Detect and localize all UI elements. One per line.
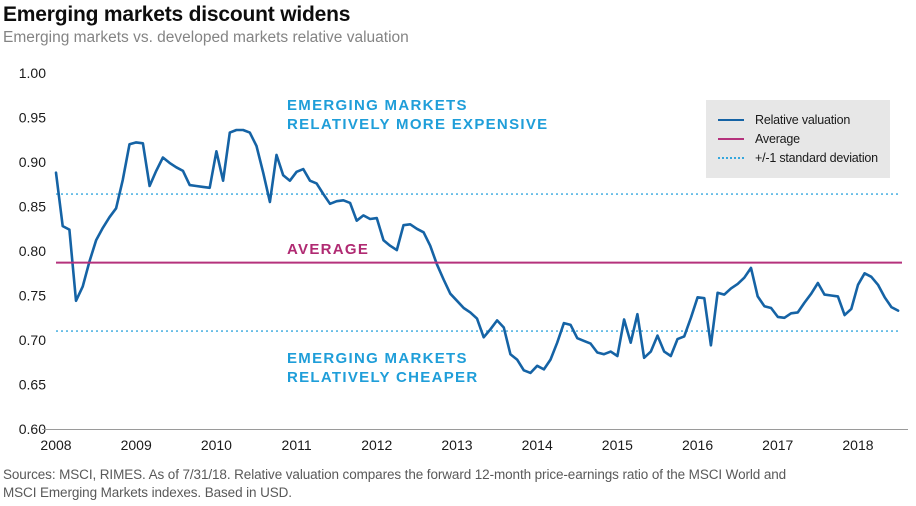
legend-item-average: Average: [718, 131, 890, 147]
annotation-average: AVERAGE: [287, 241, 370, 258]
source-note-line: MSCI Emerging Markets indexes. Based in …: [3, 484, 292, 500]
y-axis-tick-label: 0.85: [19, 199, 46, 215]
solid-line-swatch-icon: [718, 119, 744, 121]
y-axis-tick-label: 0.60: [19, 421, 46, 437]
legend-label: Relative valuation: [755, 113, 851, 127]
y-axis-tick-label: 0.90: [19, 154, 46, 170]
x-axis-tick-label: 2012: [361, 437, 392, 453]
y-axis-tick-label: 0.65: [19, 377, 46, 393]
legend-label: Average: [755, 132, 800, 146]
x-axis-tick-label: 2011: [282, 437, 312, 453]
x-axis-tick-label: 2016: [682, 437, 713, 453]
x-axis-tick-label: 2014: [522, 437, 553, 453]
annotation-line: EMERGING MARKETS: [287, 350, 468, 367]
y-axis-tick-label: 0.75: [19, 288, 46, 304]
annotation-line: EMERGING MARKETS: [287, 97, 468, 114]
y-axis-tick-label: 0.80: [19, 243, 46, 259]
chart-legend: Relative valuation Average +/-1 standard…: [706, 100, 890, 178]
page-subtitle: Emerging markets vs. developed markets r…: [3, 29, 409, 46]
x-axis-tick-label: 2008: [40, 437, 71, 453]
legend-item-relative-valuation: Relative valuation: [718, 112, 890, 128]
annotation-relatively-more-expensive: EMERGING MARKETS RELATIVELY MORE EXPENSI…: [287, 96, 548, 134]
annotation-line: RELATIVELY MORE EXPENSIVE: [287, 116, 549, 133]
y-axis-tick-label: 1.00: [19, 65, 46, 81]
annotation-relatively-cheaper: EMERGING MARKETS RELATIVELY CHEAPER: [287, 349, 479, 387]
solid-line-swatch-icon: [718, 138, 744, 140]
y-axis-tick-label: 0.95: [19, 110, 46, 126]
annotation-line: RELATIVELY CHEAPER: [287, 369, 479, 386]
x-axis-tick-label: 2015: [602, 437, 633, 453]
x-axis-tick-label: 2010: [201, 437, 232, 453]
source-note-line: Sources: MSCI, RIMES. As of 7/31/18. Rel…: [3, 467, 787, 482]
x-axis-tick-label: 2017: [762, 437, 793, 453]
x-axis-tick-label: 2018: [842, 437, 873, 453]
x-axis-tick-label: 2013: [441, 437, 472, 453]
page-title: Emerging markets discount widens: [3, 3, 351, 26]
relative-valuation-line: [54, 128, 900, 375]
y-axis-tick-label: 0.70: [19, 332, 46, 348]
source-note: Sources: MSCI, RIMES. As of 7/31/18. Rel…: [3, 466, 913, 501]
legend-item-std-deviation: +/-1 standard deviation: [718, 150, 890, 166]
x-axis-tick-label: 2009: [121, 437, 152, 453]
dotted-line-swatch-icon: [718, 157, 744, 159]
legend-label: +/-1 standard deviation: [755, 151, 878, 165]
